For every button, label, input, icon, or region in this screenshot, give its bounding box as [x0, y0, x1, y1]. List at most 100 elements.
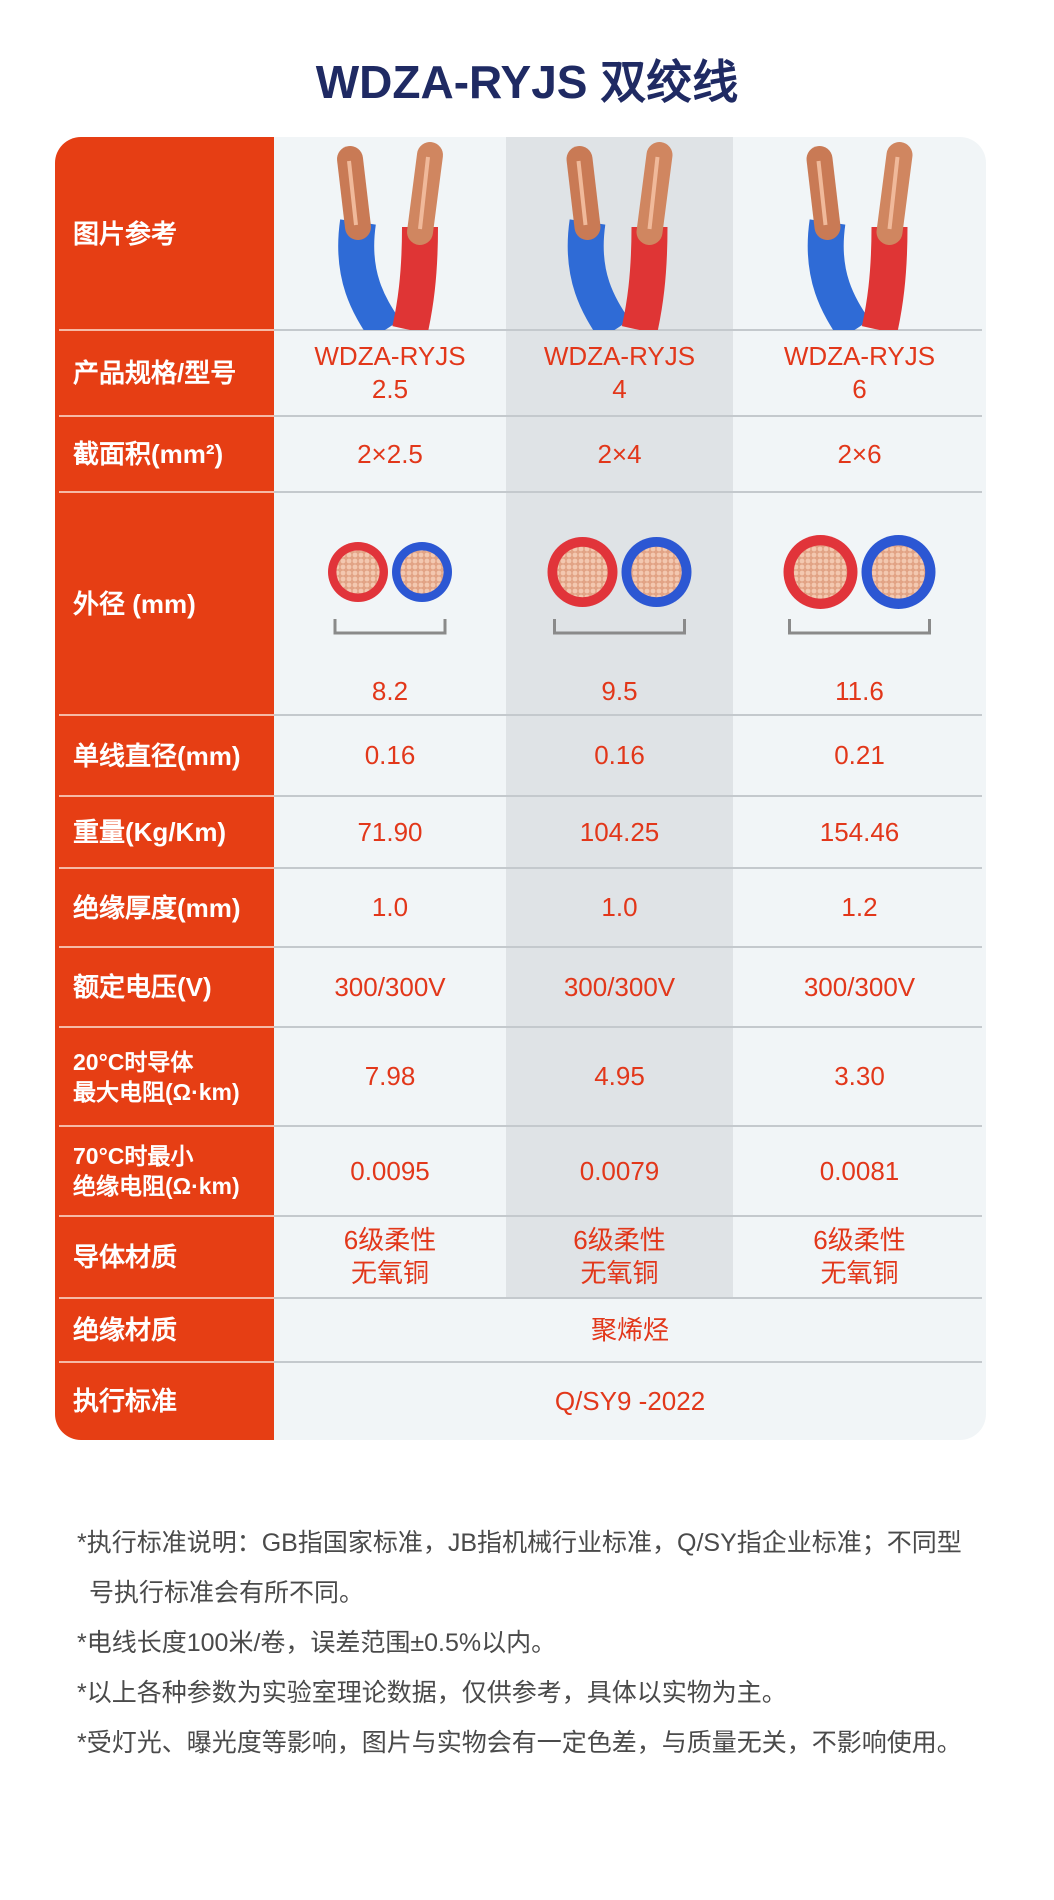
conductor [336, 550, 380, 594]
row-label: 绝缘材质 [55, 1298, 274, 1362]
cell: 0.16 [274, 715, 506, 796]
page-title: WDZA-RYJS 双绞线 [315, 56, 739, 108]
cell: 1.0 [506, 868, 733, 947]
label-line: 70°C时最小 [73, 1143, 194, 1169]
copper-shine [816, 160, 828, 226]
cell-value: 7.98 [364, 1061, 416, 1091]
row-separators [59, 329, 982, 1363]
cell-value: 104.25 [579, 816, 660, 847]
cell: 0.16 [506, 715, 733, 796]
label-line: 额定电压(V) [73, 972, 212, 1002]
cell: 1.2 [733, 868, 986, 947]
cell-value: 1.0 [371, 892, 409, 922]
label-column [55, 137, 274, 1440]
cell-value: 0.0095 [350, 1155, 430, 1186]
cell: 0.0081 [733, 1126, 986, 1216]
cell: 2×2.5 [274, 416, 506, 492]
note: *执行标准说明：GB指国家标准，JB指机械行业标准，Q/SY指企业标准；不同型号… [77, 1529, 962, 1607]
cell: WDZA-RYJS 6 [733, 330, 986, 416]
label-line: 最大电阻(Ω·km) [73, 1078, 240, 1105]
row-label: 20°C时导体最大电阻(Ω·km) [55, 1027, 274, 1126]
cell-value: 1.0 [601, 892, 638, 922]
cell: WDZA-RYJS 4 [506, 330, 733, 416]
cell-value: 2×4 [597, 438, 642, 469]
cell-value: 4 [612, 374, 627, 404]
conductor [793, 545, 848, 599]
label-line: 绝缘电阻(Ω·km) [73, 1173, 240, 1199]
cell-value: 154.46 [819, 816, 900, 847]
row-label: 截面积(mm²) [55, 416, 274, 492]
cell-value: 2×6 [837, 438, 882, 469]
conductor [557, 546, 608, 598]
label-line: 产品规格/型号 [73, 358, 237, 388]
cell-value: WDZA-RYJS [783, 341, 936, 371]
cell-value: 0.21 [834, 740, 885, 770]
label-line: 绝缘材质 [73, 1315, 178, 1345]
cell-value: 71.90 [357, 816, 423, 847]
cell-value: 300/300V [803, 971, 916, 1002]
label-line: 绝缘厚度(mm) [73, 892, 241, 923]
copper-shine [418, 156, 430, 230]
conductor [871, 545, 926, 599]
cell-value: 6级柔性 [343, 1225, 437, 1255]
cable-image [337, 142, 443, 330]
cell: 6级柔性 无氧铜 [506, 1216, 733, 1298]
note: *以上各种参数为实验室理论数据，仅供参考，具体以实物为主。 [77, 1679, 787, 1707]
bracket [553, 619, 686, 635]
cell-value: 300/300V [334, 971, 446, 1002]
bracket [788, 619, 931, 635]
row-label: 额定电压(V) [55, 947, 274, 1027]
conductor [631, 546, 682, 598]
cable-image [806, 142, 913, 330]
cell: 0.0095 [274, 1126, 506, 1216]
cell-value: 聚烯烃 [590, 1314, 669, 1345]
cell: 2×4 [506, 416, 733, 492]
cell: 聚烯烃 [274, 1298, 986, 1362]
cell-value: 3.30 [834, 1061, 885, 1091]
cell: 71.90 [274, 796, 506, 868]
cell: 4.95 [506, 1027, 733, 1126]
copper-shine [576, 160, 588, 226]
label-line: 20°C时导体 [73, 1048, 194, 1075]
row-label: 70°C时最小绝缘电阻(Ω·km) [55, 1126, 274, 1216]
copper-shine [647, 156, 660, 230]
cell-value: Q/SY9 -2022 [554, 1385, 706, 1416]
cell: 7.98 [274, 1027, 506, 1126]
cell: 2×6 [733, 416, 986, 492]
cell-value: 0.0079 [579, 1155, 660, 1186]
label-line: 外径 (mm) [73, 588, 196, 619]
cell-value: 8.2 [371, 675, 409, 706]
note: *电线长度100米/卷，误差范围±0.5%以内。 [77, 1629, 557, 1657]
cell-value: 9.5 [601, 675, 638, 706]
cross-section [328, 542, 452, 635]
cell: 1.0 [274, 868, 506, 947]
row-label: 外径 (mm) [55, 492, 274, 715]
cell: Q/SY9 -2022 [274, 1362, 986, 1440]
spec-table: 图片参考 产品规格/型号 WDZA-RYJS 2.5 WDZA-RYJS 4 WDZA-RY… [55, 137, 986, 1440]
cell-value: 0.0081 [819, 1155, 900, 1186]
notes: *执行标准说明：GB指国家标准，JB指机械行业标准，Q/SY指企业标准；不同型号… [77, 1518, 967, 1768]
cell-value: 6级柔性 [813, 1225, 906, 1255]
cell-value: 6 [852, 374, 867, 404]
cell: 300/300V [506, 947, 733, 1027]
label-line: 单线直径(mm) [73, 740, 241, 771]
copper-shine [347, 160, 358, 226]
cell-value: 2×2.5 [357, 438, 423, 469]
cell: 3.30 [733, 1027, 986, 1126]
cell-value: WDZA-RYJS [543, 341, 696, 371]
row-label: 图片参考 [55, 137, 274, 330]
row-label: 重量(Kg/Km) [55, 796, 274, 868]
cell-value: 0.16 [594, 740, 645, 770]
row-label: 单线直径(mm) [55, 715, 274, 796]
cell: 104.25 [506, 796, 733, 868]
cell: 0.21 [733, 715, 986, 796]
cell-value: 无氧铜 [580, 1258, 659, 1288]
conductor [400, 550, 444, 594]
label-line: 重量(Kg/Km) [73, 817, 227, 847]
label-line: 执行标准 [73, 1386, 178, 1416]
cable-image [566, 142, 673, 330]
cell-value: 11.6 [835, 675, 884, 706]
cell: 6级柔性 无氧铜 [733, 1216, 986, 1298]
